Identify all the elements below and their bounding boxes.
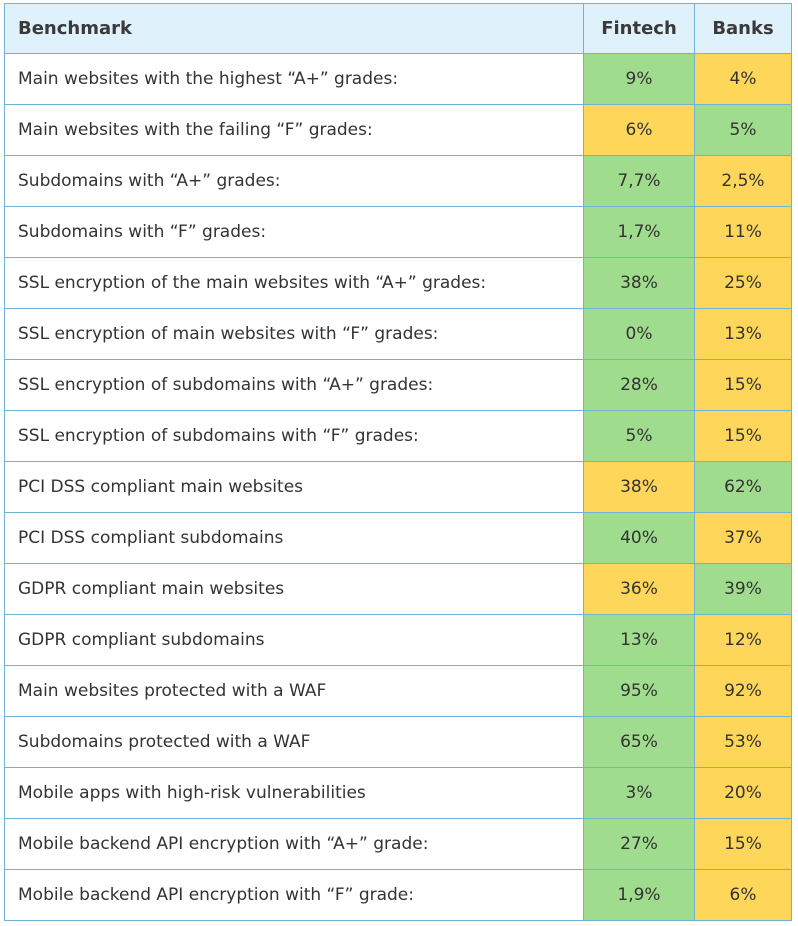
table-row: SSL encryption of subdomains with “F” gr… (4, 410, 792, 462)
table-row: SSL encryption of the main websites with… (4, 257, 792, 309)
table-row: Subdomains with “F” grades: 1,7% 11% (4, 206, 792, 258)
benchmark-label: Main websites with the highest “A+” grad… (4, 53, 584, 105)
banks-value: 53% (694, 716, 792, 768)
table-row: Mobile apps with high-risk vulnerabiliti… (4, 767, 792, 819)
header-row: Benchmark Fintech Banks (4, 3, 792, 54)
fintech-value: 95% (583, 665, 695, 717)
table-row: Subdomains with “A+” grades: 7,7% 2,5% (4, 155, 792, 207)
table-row: GDPR compliant main websites 36% 39% (4, 563, 792, 615)
benchmark-label: SSL encryption of main websites with “F”… (4, 308, 584, 360)
benchmark-label: PCI DSS compliant main websites (4, 461, 584, 513)
benchmark-label: Subdomains protected with a WAF (4, 716, 584, 768)
banks-value: 20% (694, 767, 792, 819)
benchmark-label: SSL encryption of subdomains with “F” gr… (4, 410, 584, 462)
fintech-value: 38% (583, 257, 695, 309)
table-row: Subdomains protected with a WAF 65% 53% (4, 716, 792, 768)
banks-value: 12% (694, 614, 792, 666)
benchmark-label: Subdomains with “F” grades: (4, 206, 584, 258)
fintech-value: 1,7% (583, 206, 695, 258)
banks-value: 5% (694, 104, 792, 156)
fintech-value: 3% (583, 767, 695, 819)
fintech-value: 27% (583, 818, 695, 870)
benchmark-label: Mobile apps with high-risk vulnerabiliti… (4, 767, 584, 819)
benchmark-table: Benchmark Fintech Banks Main websites wi… (4, 3, 792, 921)
fintech-value: 0% (583, 308, 695, 360)
fintech-value: 40% (583, 512, 695, 564)
banks-value: 62% (694, 461, 792, 513)
benchmark-label: GDPR compliant main websites (4, 563, 584, 615)
fintech-value: 28% (583, 359, 695, 411)
benchmark-label: Mobile backend API encryption with “A+” … (4, 818, 584, 870)
banks-value: 92% (694, 665, 792, 717)
table-row: GDPR compliant subdomains 13% 12% (4, 614, 792, 666)
table-row: Main websites with the highest “A+” grad… (4, 53, 792, 105)
benchmark-label: Mobile backend API encryption with “F” g… (4, 869, 584, 921)
table-row: SSL encryption of subdomains with “A+” g… (4, 359, 792, 411)
table-row: PCI DSS compliant subdomains 40% 37% (4, 512, 792, 564)
banks-value: 15% (694, 410, 792, 462)
benchmark-label: Main websites with the failing “F” grade… (4, 104, 584, 156)
benchmark-label: GDPR compliant subdomains (4, 614, 584, 666)
banks-value: 25% (694, 257, 792, 309)
table-row: Main websites with the failing “F” grade… (4, 104, 792, 156)
table-row: Mobile backend API encryption with “A+” … (4, 818, 792, 870)
header-fintech: Fintech (583, 3, 695, 54)
benchmark-label: Main websites protected with a WAF (4, 665, 584, 717)
header-banks: Banks (694, 3, 792, 54)
banks-value: 37% (694, 512, 792, 564)
fintech-value: 65% (583, 716, 695, 768)
banks-value: 13% (694, 308, 792, 360)
fintech-value: 6% (583, 104, 695, 156)
benchmark-label: Subdomains with “A+” grades: (4, 155, 584, 207)
fintech-value: 36% (583, 563, 695, 615)
banks-value: 15% (694, 818, 792, 870)
table-row: PCI DSS compliant main websites 38% 62% (4, 461, 792, 513)
banks-value: 11% (694, 206, 792, 258)
fintech-value: 7,7% (583, 155, 695, 207)
table-row: Main websites protected with a WAF 95% 92% (4, 665, 792, 717)
banks-value: 2,5% (694, 155, 792, 207)
fintech-value: 5% (583, 410, 695, 462)
fintech-value: 13% (583, 614, 695, 666)
fintech-value: 9% (583, 53, 695, 105)
fintech-value: 38% (583, 461, 695, 513)
banks-value: 4% (694, 53, 792, 105)
benchmark-label: SSL encryption of subdomains with “A+” g… (4, 359, 584, 411)
banks-value: 15% (694, 359, 792, 411)
table-row: SSL encryption of main websites with “F”… (4, 308, 792, 360)
banks-value: 39% (694, 563, 792, 615)
benchmark-label: PCI DSS compliant subdomains (4, 512, 584, 564)
benchmark-label: SSL encryption of the main websites with… (4, 257, 584, 309)
table-body: Main websites with the highest “A+” grad… (4, 53, 792, 921)
banks-value: 6% (694, 869, 792, 921)
fintech-value: 1,9% (583, 869, 695, 921)
table-row: Mobile backend API encryption with “F” g… (4, 869, 792, 921)
header-benchmark: Benchmark (4, 3, 584, 54)
